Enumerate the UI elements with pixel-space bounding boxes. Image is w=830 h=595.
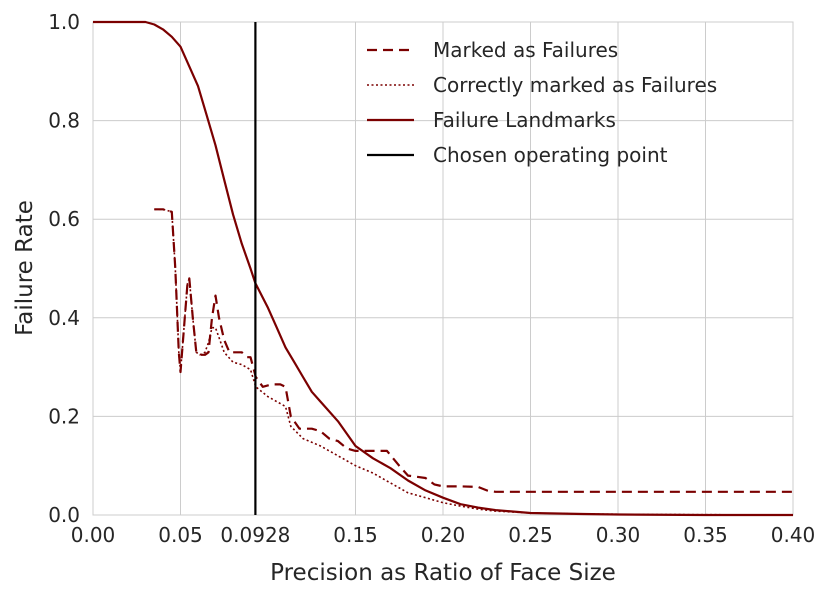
y-tick-label: 0.0: [48, 503, 80, 527]
legend-label: Correctly marked as Failures: [433, 73, 717, 97]
x-tick-label: 0.15: [333, 523, 378, 547]
x-axis-title: Precision as Ratio of Face Size: [270, 560, 616, 586]
series-line-marked-as-failures: [154, 208, 793, 493]
series-line-correctly-marked-as-failures: [154, 208, 794, 516]
x-tick-label: 0.0928: [220, 523, 290, 547]
x-tick-label: 0.35: [683, 523, 728, 547]
legend: Marked as Failures Correctly marked as Fa…: [367, 38, 717, 167]
legend-label: Marked as Failures: [433, 38, 618, 62]
x-tick-label: 0.25: [508, 523, 553, 547]
y-tick-label: 0.6: [48, 207, 80, 231]
x-tick-label: 0.05: [158, 523, 203, 547]
y-tick-label: 0.2: [48, 404, 80, 428]
grid: [92, 21, 794, 516]
legend-label: Failure Landmarks: [433, 108, 616, 132]
y-axis-title: Failure Rate: [12, 200, 38, 336]
series-line-failure-landmarks: [93, 20, 793, 517]
x-axis-ticks: 0.00 0.05 0.0928 0.15 0.20 0.25 0.30 0.35 0.40: [71, 523, 816, 547]
x-tick-label: 0.00: [71, 523, 116, 547]
y-tick-label: 0.4: [48, 306, 80, 330]
legend-label: Chosen operating point: [433, 143, 668, 167]
y-tick-label: 1.0: [48, 10, 80, 34]
y-axis-ticks: 0.0 0.2 0.4 0.6 0.8 1.0: [48, 10, 80, 527]
series-layer: [93, 20, 794, 517]
plot-area-frame: [92, 21, 794, 516]
x-tick-label: 0.20: [421, 523, 466, 547]
x-tick-label: 0.40: [771, 523, 816, 547]
x-tick-label: 0.30: [596, 523, 641, 547]
y-tick-label: 0.8: [48, 109, 80, 133]
